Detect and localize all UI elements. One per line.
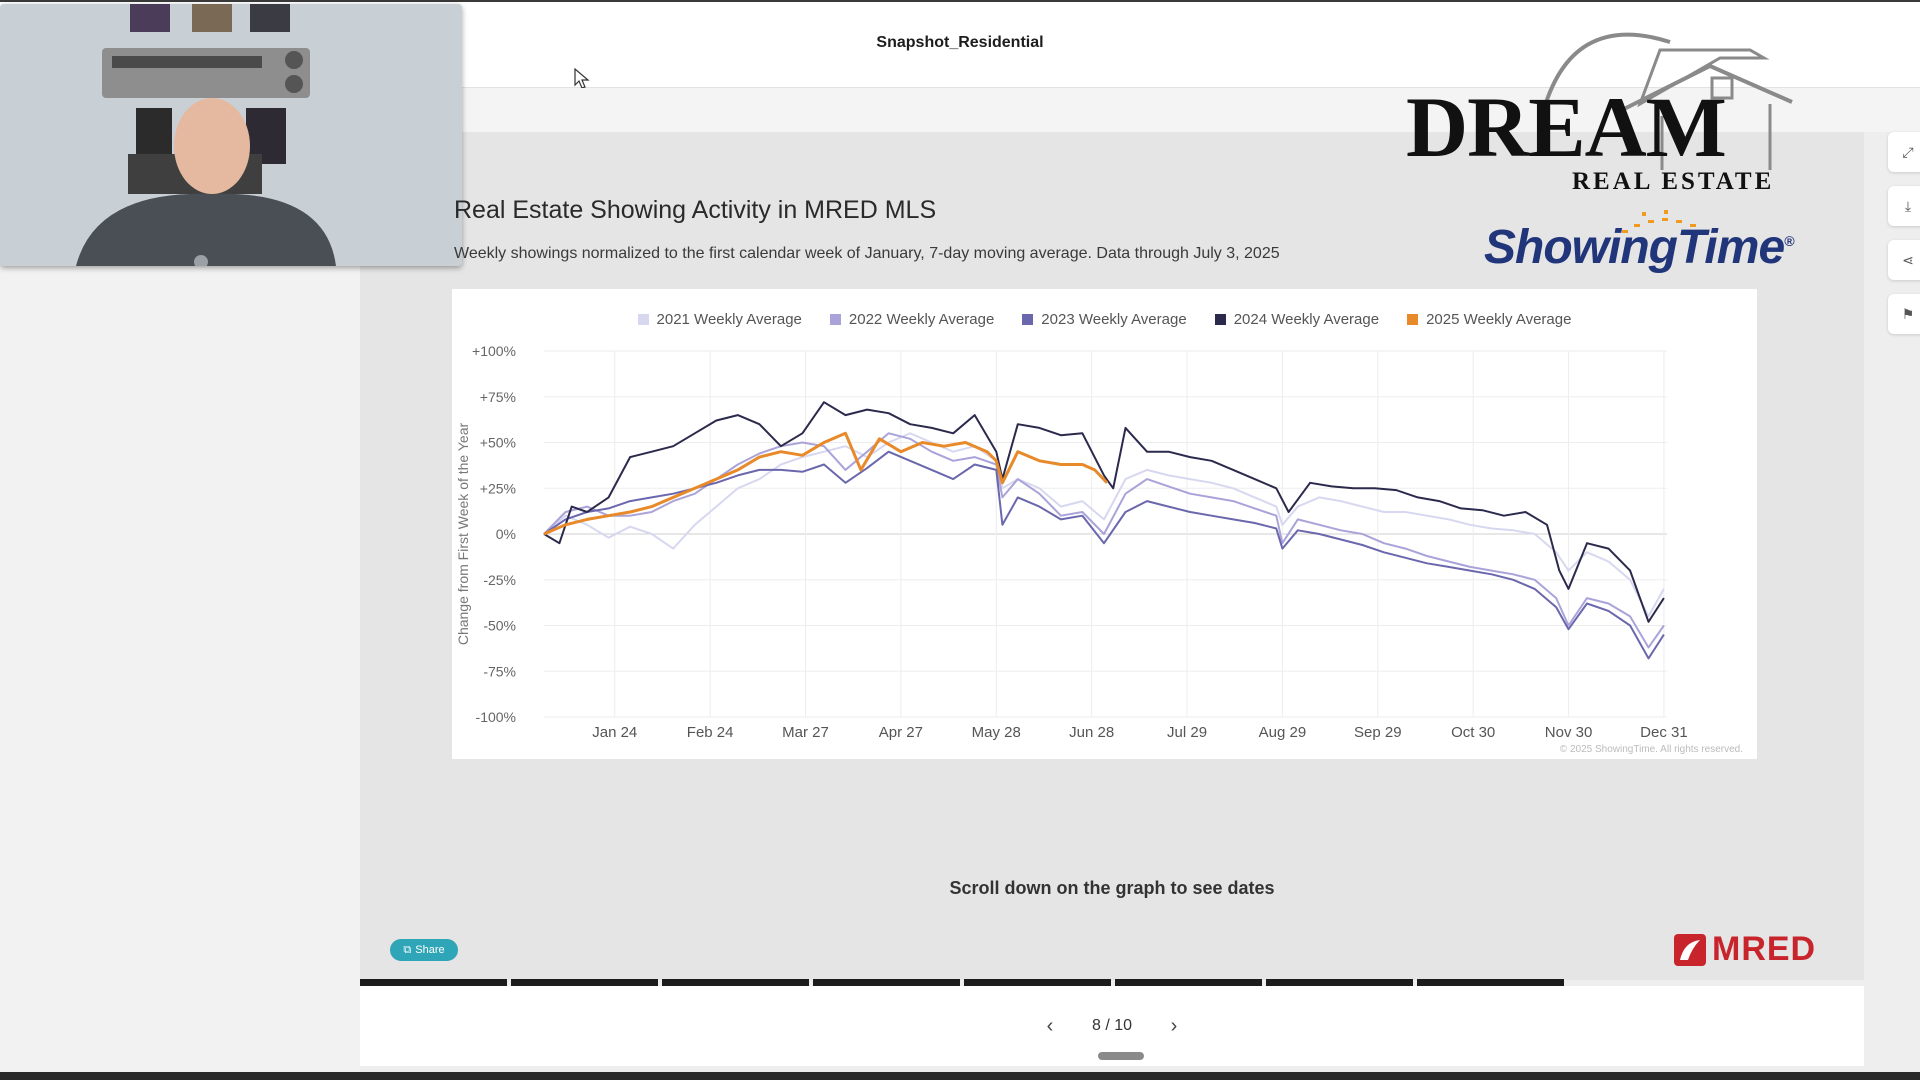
share-small-icon: ⧉ [403, 943, 412, 956]
dream-subtitle: REAL ESTATE [1572, 168, 1775, 195]
series-line-2025[interactable] [543, 431, 1109, 536]
previous-page-button[interactable]: ‹ [1038, 1014, 1062, 1038]
legend-label: 2022 Weekly Average [848, 311, 995, 328]
chart-title: Real Estate Showing Activity in MRED MLS [454, 196, 937, 224]
drag-handle[interactable] [1098, 1052, 1144, 1060]
legend-item-2021[interactable]: 2021 Weekly Average [637, 311, 802, 328]
legend-item-2025[interactable]: 2025 Weekly Average [1407, 311, 1571, 328]
house-outline-icon [1540, 32, 1793, 170]
progress-segment[interactable] [662, 979, 809, 986]
y-tick-label: +25% [480, 480, 516, 496]
series-line-2022[interactable] [543, 432, 1665, 649]
document-title: Snapshot_Residential [876, 34, 1044, 51]
scroll-hint: Scroll down on the graph to see dates [949, 878, 1275, 898]
showingtime-registered-mark: ® [1784, 233, 1794, 249]
webcam-overlay [0, 4, 462, 266]
chart-subtitle: Weekly showings normalized to the first … [454, 245, 1280, 262]
progress-segment[interactable] [511, 979, 658, 986]
y-tick-label: -50% [483, 618, 516, 634]
flag-button[interactable]: ⚑ [1888, 294, 1920, 334]
flag-icon: ⚑ [1901, 305, 1915, 322]
x-tick-label: Aug 29 [1259, 724, 1307, 741]
mred-wordmark: MRED [1712, 930, 1817, 968]
legend-swatch [1214, 314, 1226, 325]
x-tick-label: Jun 28 [1069, 724, 1114, 741]
legend-item-2024[interactable]: 2024 Weekly Average [1214, 311, 1380, 328]
legend-label: 2025 Weekly Average [1426, 311, 1572, 328]
y-tick-label: -100% [476, 709, 516, 725]
share-toolbar-button[interactable]: ⋖ [1888, 240, 1920, 280]
x-tick-label: Oct 30 [1451, 724, 1495, 741]
showingtime-wordmark: ShowingTime [1484, 221, 1785, 274]
left-panel [0, 132, 360, 1072]
progress-segment[interactable] [813, 979, 960, 986]
page-indicator: 8 / 10 [1091, 1017, 1133, 1034]
y-tick-label: +75% [480, 389, 516, 405]
next-page-button[interactable]: › [1162, 1014, 1186, 1038]
progress-segment[interactable] [360, 979, 507, 986]
x-tick-label: May 28 [972, 724, 1021, 741]
fullscreen-button[interactable]: ⤢ [1888, 132, 1920, 172]
progress-segment[interactable] [1266, 979, 1413, 986]
progress-segment[interactable] [964, 979, 1111, 986]
progress-segment[interactable] [1115, 979, 1262, 986]
x-tick-label: Apr 27 [879, 724, 923, 741]
x-tick-label: Nov 30 [1545, 724, 1593, 741]
series-line-2024[interactable] [543, 401, 1665, 623]
chevron-right-icon: › [1170, 1014, 1178, 1037]
series-line-2023[interactable] [543, 450, 1665, 660]
legend-label: 2024 Weekly Average [1233, 311, 1380, 328]
legend-label: 2023 Weekly Average [1041, 311, 1187, 328]
slide-progress [360, 979, 1564, 986]
mred-logo: MRED [1674, 930, 1816, 969]
progress-segment[interactable] [1417, 979, 1564, 986]
dream-wordmark: DREAM [1406, 79, 1727, 175]
sunburst-icon [1622, 210, 1696, 233]
y-axis-label: Change from First Week of the Year [455, 423, 471, 646]
legend-label: 2021 Weekly Average [656, 311, 802, 328]
chevron-left-icon: ‹ [1046, 1014, 1054, 1037]
mred-mark-icon [1674, 933, 1706, 966]
x-tick-label: Jan 24 [592, 724, 637, 741]
bottom-strip [0, 1072, 1920, 1080]
mouse-cursor-icon [574, 68, 590, 89]
presenter-video-icon [0, 4, 462, 266]
legend-item-2023[interactable]: 2023 Weekly Average [1022, 311, 1187, 328]
download-icon: ⤓ [1904, 197, 1912, 214]
x-tick-label: Jul 29 [1167, 724, 1207, 741]
y-tick-label: +100% [472, 343, 516, 359]
series-line-2021[interactable] [543, 432, 1665, 618]
showing-activity-chart[interactable]: +100% +75% +50% +25% 0% -25% -50% -75% -100% Jan … [452, 289, 1757, 759]
chart-credit: © 2025 ShowingTime. All rights reserved. [1559, 744, 1743, 755]
dream-real-estate-logo: DREAM REAL ESTATE [1400, 20, 1870, 200]
expand-icon: ⤢ [1902, 143, 1914, 160]
chart-panel: 2021 Weekly Average 2022 Weekly Average 20… [452, 289, 1757, 759]
download-button[interactable]: ⤓ [1888, 186, 1920, 226]
x-tick-label: Feb 24 [687, 724, 734, 741]
x-tick-label: Sep 29 [1354, 724, 1402, 741]
share-button-label: Share [415, 944, 445, 956]
right-toolbar: ⤢ ⤓ ⋖ ⚑ [1888, 132, 1920, 372]
legend-swatch [829, 314, 841, 325]
legend-swatch [637, 314, 649, 325]
y-tick-label: +50% [480, 435, 516, 451]
chart-legend: 2021 Weekly Average 2022 Weekly Average 20… [452, 311, 1757, 328]
y-tick-label: -25% [483, 572, 516, 588]
legend-swatch [1022, 314, 1034, 325]
y-tick-label: -75% [483, 663, 516, 679]
share-icon: ⋖ [1902, 251, 1914, 268]
x-tick-label: Mar 27 [782, 724, 829, 741]
legend-item-2022[interactable]: 2022 Weekly Average [829, 311, 995, 328]
x-tick-label: Dec 31 [1640, 724, 1688, 741]
showingtime-logo: ShowingTime® [1484, 210, 1795, 275]
y-tick-label: 0% [496, 526, 516, 542]
legend-swatch [1407, 314, 1419, 325]
share-button[interactable]: ⧉ Share [390, 939, 458, 961]
